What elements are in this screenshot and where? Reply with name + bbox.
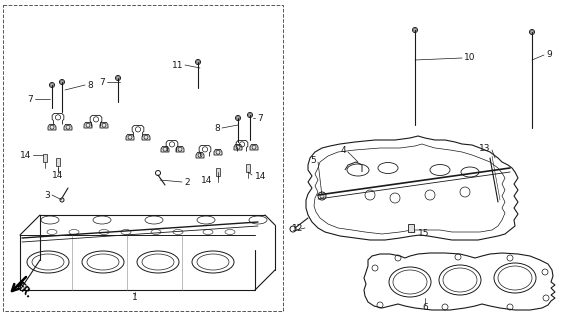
Polygon shape xyxy=(142,134,150,140)
Text: 12: 12 xyxy=(292,223,303,233)
Polygon shape xyxy=(176,147,184,152)
Text: 7: 7 xyxy=(257,114,263,123)
Text: 11: 11 xyxy=(172,60,183,69)
Polygon shape xyxy=(84,123,92,128)
Text: 5: 5 xyxy=(310,156,316,164)
Polygon shape xyxy=(43,154,47,162)
Text: 6: 6 xyxy=(422,303,428,313)
Text: 14: 14 xyxy=(201,175,212,185)
Polygon shape xyxy=(56,158,60,166)
Text: 4: 4 xyxy=(340,146,346,155)
Bar xyxy=(3,5,283,311)
Polygon shape xyxy=(250,144,258,150)
Polygon shape xyxy=(306,136,518,240)
Text: 2: 2 xyxy=(184,178,190,187)
Text: FR.: FR. xyxy=(14,280,34,300)
Text: 10: 10 xyxy=(464,52,475,61)
Text: 9: 9 xyxy=(546,50,552,59)
Text: 14: 14 xyxy=(52,171,63,180)
Text: 7: 7 xyxy=(100,77,105,86)
Text: 7: 7 xyxy=(27,94,33,103)
Polygon shape xyxy=(64,124,72,130)
Polygon shape xyxy=(216,168,220,176)
Polygon shape xyxy=(364,253,555,310)
Text: 3: 3 xyxy=(44,190,50,199)
Polygon shape xyxy=(246,164,250,172)
Polygon shape xyxy=(234,144,242,150)
Polygon shape xyxy=(48,124,56,130)
Text: 1: 1 xyxy=(132,292,138,301)
Polygon shape xyxy=(126,134,134,140)
Polygon shape xyxy=(408,224,414,232)
Polygon shape xyxy=(161,147,169,152)
Text: 8: 8 xyxy=(214,124,220,132)
Polygon shape xyxy=(214,149,222,155)
Text: 14: 14 xyxy=(255,172,267,180)
Polygon shape xyxy=(100,123,108,128)
Text: 15: 15 xyxy=(418,228,430,237)
Text: 8: 8 xyxy=(87,81,93,90)
Text: 14: 14 xyxy=(19,150,31,159)
Text: 13: 13 xyxy=(479,143,490,153)
Polygon shape xyxy=(196,152,204,158)
